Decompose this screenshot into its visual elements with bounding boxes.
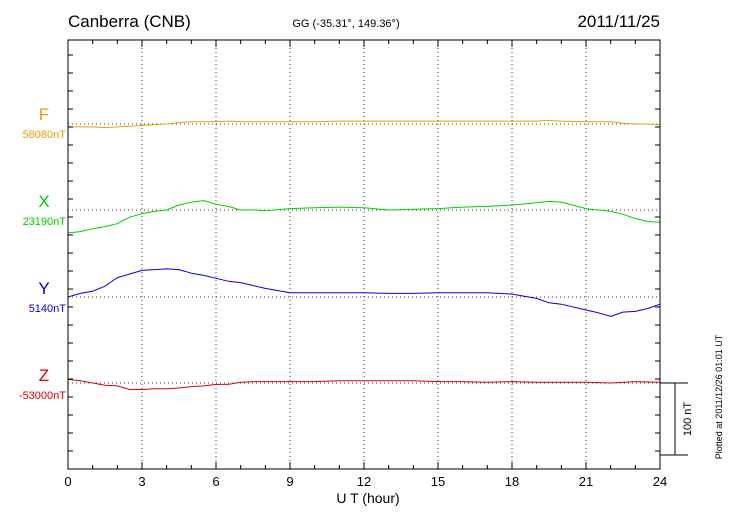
x-tick-label: 18 — [505, 474, 519, 489]
date-label: 2011/11/25 — [577, 12, 660, 31]
baseline-value-f: 58080nT — [23, 129, 67, 141]
x-axis-title: U T (hour) — [336, 490, 399, 506]
axis-ticks: 0 3 6 9 12 15 18 21 24 — [64, 40, 667, 489]
trace-labels: F 58080nT X 23190nT Y 5140nT Z -53000nT — [19, 105, 66, 402]
traces-group — [67, 119, 661, 390]
x-tick-label: 21 — [579, 474, 593, 489]
plotted-note: Plotted at 2011/12/26 01:01 UT — [714, 334, 724, 459]
x-tick-label: 12 — [357, 474, 371, 489]
trace-y — [67, 268, 661, 317]
station-title: Canberra (CNB) — [68, 12, 191, 31]
series-letter-z: Z — [39, 366, 49, 385]
trace-z — [67, 378, 661, 390]
series-letter-x: X — [38, 192, 49, 211]
baseline-value-z: -53000nT — [19, 390, 66, 402]
x-tick-label: 9 — [286, 474, 293, 489]
x-tick-label: 6 — [212, 474, 219, 489]
series-letter-f: F — [39, 105, 49, 124]
x-tick-label: 3 — [138, 474, 145, 489]
coordinates-label: GG (-35.31°, 149.36°) — [292, 18, 399, 30]
x-tick-label: 24 — [653, 474, 667, 489]
series-letter-y: Y — [38, 279, 49, 298]
trace-f — [68, 119, 661, 129]
scale-bar-label: 100 nT — [682, 402, 694, 437]
trace-x — [67, 200, 661, 234]
x-tick-label: 0 — [64, 474, 71, 489]
baseline-value-y: 5140nT — [29, 303, 67, 315]
baseline-value-x: 23190nT — [23, 216, 67, 228]
scale-bar: 100 nT — [660, 382, 694, 456]
grid-lines — [68, 40, 660, 469]
x-tick-label: 15 — [431, 474, 445, 489]
